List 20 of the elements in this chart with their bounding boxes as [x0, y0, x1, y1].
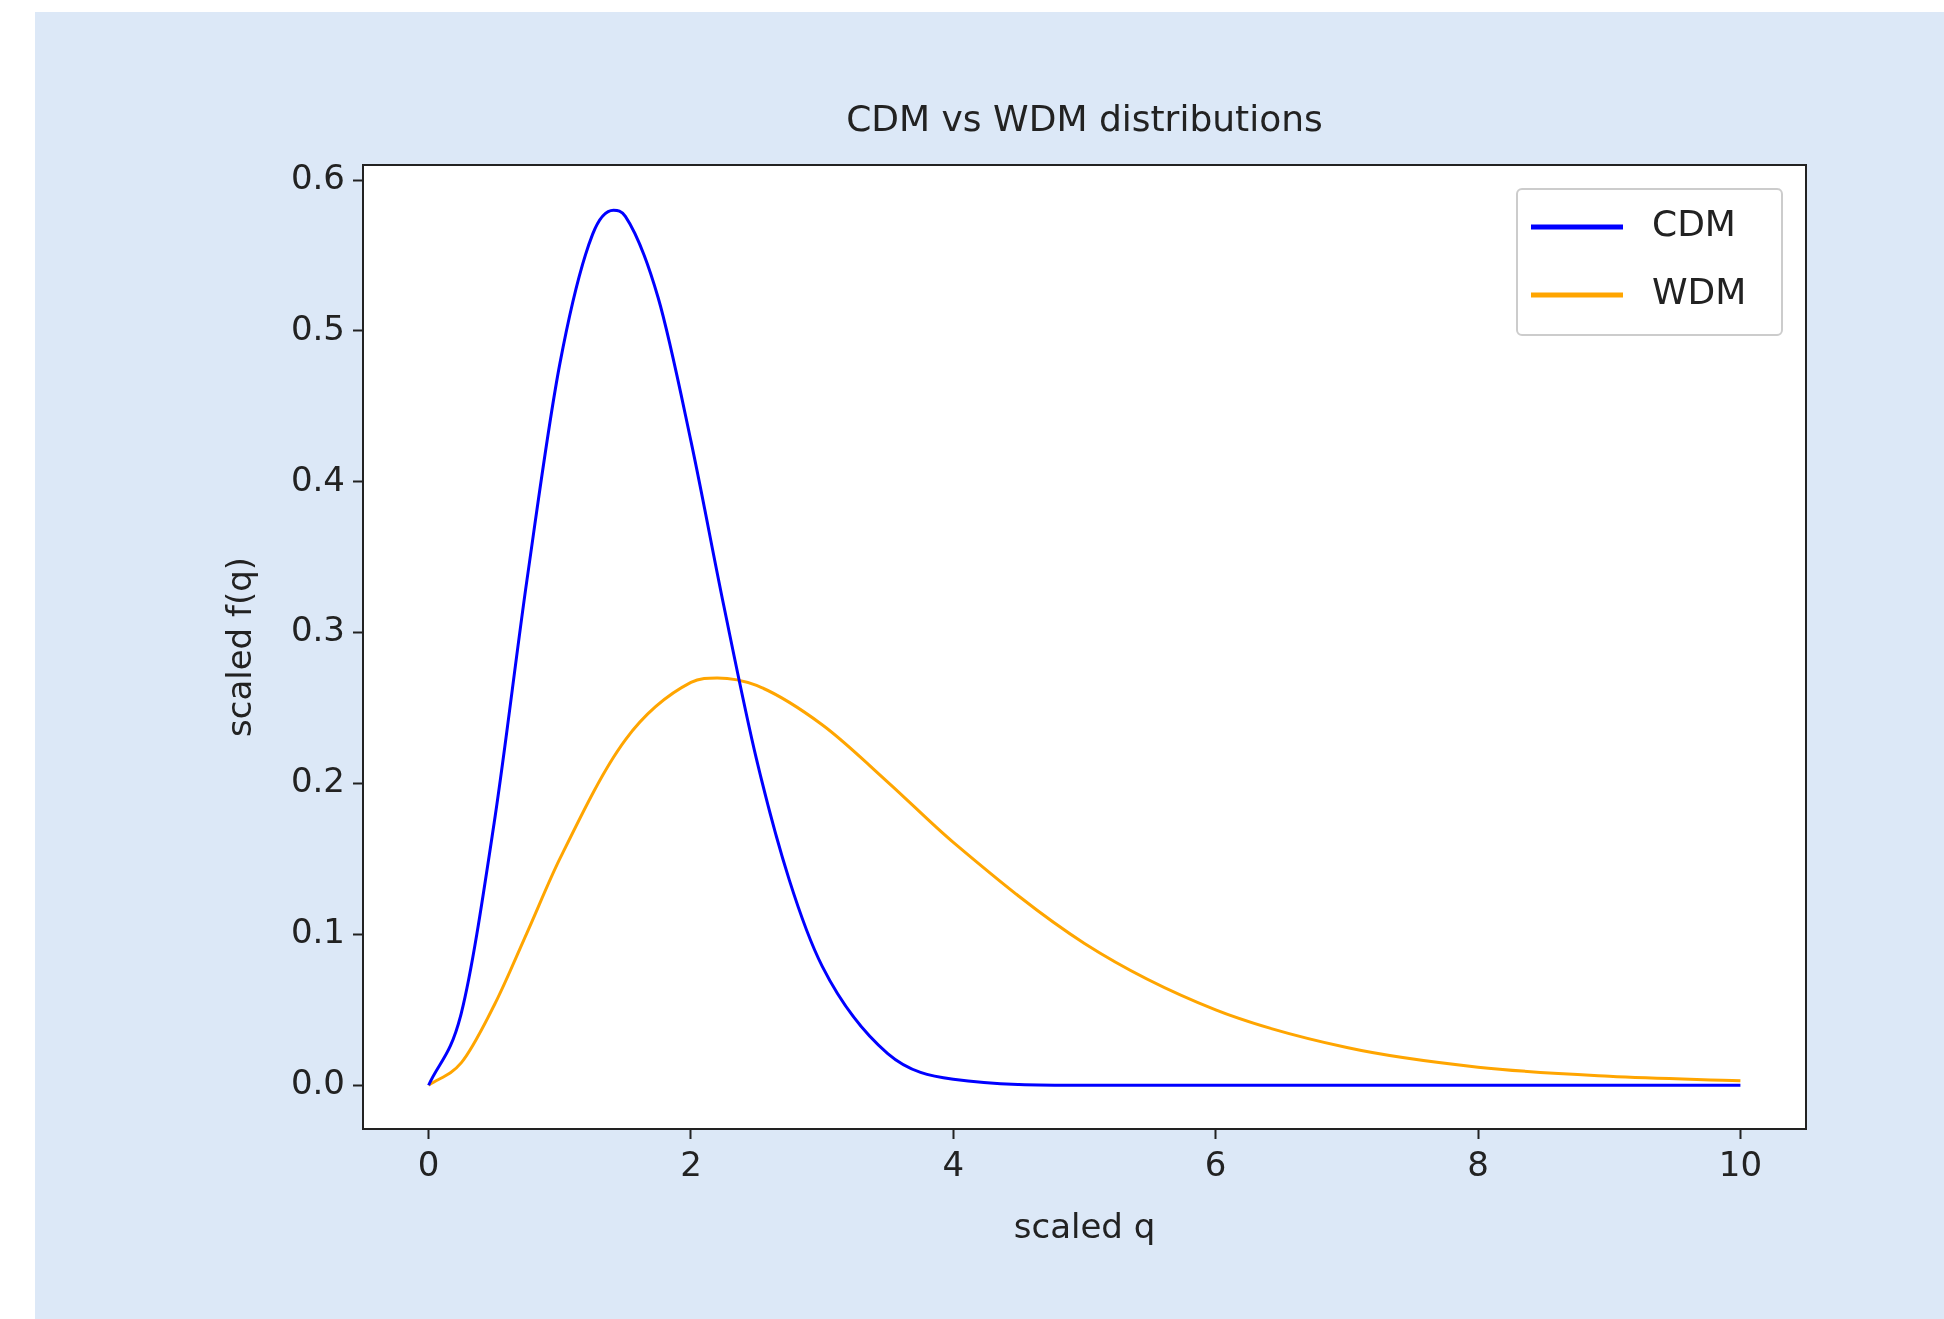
- y-tick-label: 0.0: [290, 1062, 345, 1103]
- x-tick-label: 8: [1467, 1144, 1489, 1185]
- x-tick-label: 2: [680, 1144, 702, 1185]
- line-series: [427, 676, 1742, 1087]
- y-tick-label: 0.6: [290, 156, 345, 197]
- y-tick-label: 0.3: [290, 609, 345, 650]
- line-series: [427, 208, 1742, 1087]
- x-tick-label: 4: [942, 1144, 965, 1185]
- y-tick-label: 0.5: [290, 307, 345, 348]
- x-tick-label: 0: [417, 1144, 440, 1185]
- x-axis-title: scaled q: [1013, 1206, 1156, 1247]
- x-tick-label: 6: [1204, 1144, 1227, 1185]
- chart-title: CDM vs WDM distributions: [846, 98, 1323, 140]
- y-tick-label: 0.1: [290, 911, 345, 952]
- legend-label: CDM: [1652, 203, 1736, 245]
- y-tick-label: 0.4: [290, 458, 345, 499]
- y-tick-label: 0.2: [290, 760, 345, 801]
- legend-label: WDM: [1652, 271, 1747, 313]
- x-tick-label: 10: [1718, 1144, 1763, 1185]
- y-axis-title: scaled f(q): [219, 556, 260, 738]
